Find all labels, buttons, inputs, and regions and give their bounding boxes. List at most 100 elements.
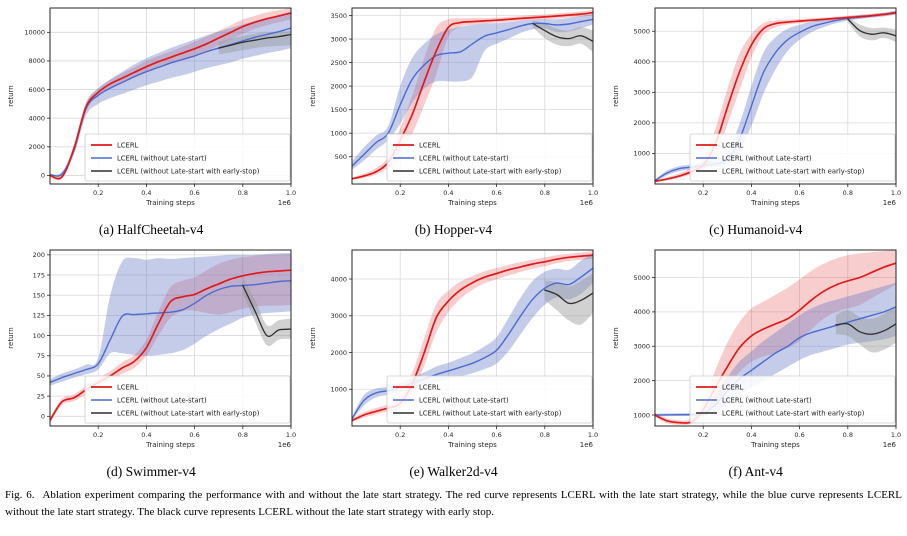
series-blue-line xyxy=(352,18,594,167)
series-black-line xyxy=(846,18,896,37)
legend-label: LCERL (without Late-start) xyxy=(419,396,509,404)
chart-panel-humanoid-v4: 0.2 0.4 0.6 0.8 1.0 1000 2000 3000 4000 5000 Train… xyxy=(605,0,907,242)
legend: LCERL LCERL (without Late-start) LCERL (wi… xyxy=(84,133,291,182)
svg-text:75: 75 xyxy=(37,352,45,360)
legend: LCERL LCERL (without Late-start) LCERL (wi… xyxy=(689,375,896,424)
plot-frame xyxy=(351,7,594,185)
chart-swimmer-v4: 0.2 0.4 0.6 0.8 1.0 0 25 50 75 100 125 150 175 200 Tra… xyxy=(7,249,296,449)
svg-text:return: return xyxy=(309,85,317,106)
chart-halfcheetah-v4: 0.2 0.4 0.6 0.8 1.0 0 2000 4000 6000 8000 10000 Tra… xyxy=(7,7,296,207)
svg-text:0.8: 0.8 xyxy=(540,189,550,197)
series-blue-band xyxy=(654,10,896,182)
svg-text:1500: 1500 xyxy=(331,106,348,114)
svg-text:0.6: 0.6 xyxy=(794,189,804,197)
series-blue-band xyxy=(352,14,594,170)
svg-text:6000: 6000 xyxy=(29,86,46,94)
svg-text:1000: 1000 xyxy=(633,150,650,158)
svg-text:500: 500 xyxy=(335,153,347,161)
svg-text:1.0: 1.0 xyxy=(286,189,296,197)
svg-text:3000: 3000 xyxy=(633,89,650,97)
svg-text:5000: 5000 xyxy=(633,274,650,282)
legend-label: LCERL xyxy=(722,383,744,391)
series-red-band xyxy=(50,8,292,181)
chart-ant-v4: 0.2 0.4 0.6 0.8 1.0 1000 2000 3000 4000 5000 Train… xyxy=(612,249,901,449)
svg-text:1.0: 1.0 xyxy=(588,431,598,439)
subplot-caption-ant-v4: (f) Ant-v4 xyxy=(728,464,783,479)
series-black-band xyxy=(835,306,896,353)
svg-text:0.8: 0.8 xyxy=(540,431,550,439)
axis-ticks: 0.2 0.4 0.6 0.8 1.0 1000 2000 3000 4000 5000 Train… xyxy=(612,274,901,449)
series-black-band xyxy=(533,20,594,53)
svg-text:2500: 2500 xyxy=(331,59,348,67)
svg-text:3000: 3000 xyxy=(633,343,650,351)
legend-label: LCERL (without Late-start with early-sto… xyxy=(722,167,865,175)
axis-ticks: 0.2 0.4 0.6 0.8 1.0 0 25 50 75 100 125 150 175 200 Tra… xyxy=(7,251,296,449)
figure-caption: Fig. 6. Ablation experiment comparing the… xyxy=(5,487,902,520)
chart-hopper-v4: 0.2 0.4 0.6 0.8 1.0 500 1000 1500 2000 2500 3000 35… xyxy=(309,7,599,207)
svg-text:0.4: 0.4 xyxy=(141,189,151,197)
legend-label: LCERL (without Late-start with early-sto… xyxy=(419,409,562,417)
legend-label: LCERL (without Late-start) xyxy=(117,154,207,162)
svg-text:200: 200 xyxy=(33,251,45,259)
svg-text:1e6: 1e6 xyxy=(278,441,292,449)
svg-text:1000: 1000 xyxy=(633,411,650,419)
subplot-caption-halfcheetah-v4: (a) HalfCheetah-v4 xyxy=(98,222,204,237)
series-blue-band xyxy=(50,12,292,177)
axis-ticks: 0.2 0.4 0.6 0.8 1.0 500 1000 1500 2000 2500 3000 35… xyxy=(309,12,598,207)
series-black-line xyxy=(532,22,594,43)
svg-text:50: 50 xyxy=(37,372,45,380)
chart-walker2d-v4: 0.2 0.4 0.6 0.8 1.0 1000 2000 3000 4000 Training … xyxy=(309,249,599,449)
legend-label: LCERL (without Late-start with early-sto… xyxy=(117,167,260,175)
legend-label: LCERL xyxy=(117,383,139,391)
svg-text:3000: 3000 xyxy=(331,35,348,43)
svg-text:0: 0 xyxy=(41,172,45,180)
axis-ticks: 0.2 0.4 0.6 0.8 1.0 1000 2000 3000 4000 Training … xyxy=(309,275,598,449)
legend-label: LCERL (without Late-start) xyxy=(722,154,812,162)
legend-label: LCERL xyxy=(722,141,744,149)
svg-text:0.8: 0.8 xyxy=(238,189,248,197)
svg-text:4000: 4000 xyxy=(331,275,348,283)
svg-text:0.2: 0.2 xyxy=(698,431,708,439)
series-black-line xyxy=(242,284,292,337)
subplot-caption-swimmer-v4: (d) Swimmer-v4 xyxy=(106,464,196,479)
series-red-line xyxy=(50,12,292,180)
legend: LCERL LCERL (without Late-start) LCERL (wi… xyxy=(84,375,291,424)
svg-text:return: return xyxy=(7,85,15,106)
subplot-caption-walker2d-v4: (e) Walker2d-v4 xyxy=(409,464,498,479)
legend-label: LCERL (without Late-start) xyxy=(117,396,207,404)
svg-text:0.8: 0.8 xyxy=(842,431,852,439)
series-black-band xyxy=(242,277,292,347)
svg-text:4000: 4000 xyxy=(633,308,650,316)
svg-text:0.2: 0.2 xyxy=(93,189,103,197)
svg-text:Training steps: Training steps xyxy=(448,441,498,449)
svg-text:return: return xyxy=(309,327,317,348)
svg-text:0.6: 0.6 xyxy=(190,431,200,439)
svg-text:1.0: 1.0 xyxy=(891,189,901,197)
svg-text:0.8: 0.8 xyxy=(842,189,852,197)
series-black-line xyxy=(218,33,292,49)
svg-text:0.4: 0.4 xyxy=(141,431,151,439)
svg-text:0.2: 0.2 xyxy=(395,189,405,197)
plot-frame xyxy=(654,7,897,185)
subplot-caption-humanoid-v4: (c) Humanoid-v4 xyxy=(709,222,803,237)
legend-label: LCERL xyxy=(117,141,139,149)
series-black-line xyxy=(544,289,594,305)
svg-text:0.4: 0.4 xyxy=(444,189,454,197)
figure-caption-label: Fig. 6. xyxy=(5,489,35,501)
svg-text:0.6: 0.6 xyxy=(492,189,502,197)
svg-text:1e6: 1e6 xyxy=(580,199,594,207)
svg-text:0.2: 0.2 xyxy=(395,431,405,439)
legend: LCERL LCERL (without Late-start) LCERL (wi… xyxy=(689,133,896,182)
svg-text:0.4: 0.4 xyxy=(746,189,756,197)
svg-text:4000: 4000 xyxy=(29,114,46,122)
svg-text:8000: 8000 xyxy=(29,57,46,65)
svg-text:Training steps: Training steps xyxy=(145,441,195,449)
legend-label: LCERL (without Late-start) xyxy=(419,154,509,162)
chart-panel-walker2d-v4: 0.2 0.4 0.6 0.8 1.0 1000 2000 3000 4000 Training … xyxy=(302,242,604,484)
svg-text:0.2: 0.2 xyxy=(698,189,708,197)
svg-text:0.6: 0.6 xyxy=(190,189,200,197)
legend: LCERL LCERL (without Late-start) LCERL (wi… xyxy=(387,133,593,182)
svg-text:return: return xyxy=(7,327,15,348)
svg-text:2000: 2000 xyxy=(633,377,650,385)
